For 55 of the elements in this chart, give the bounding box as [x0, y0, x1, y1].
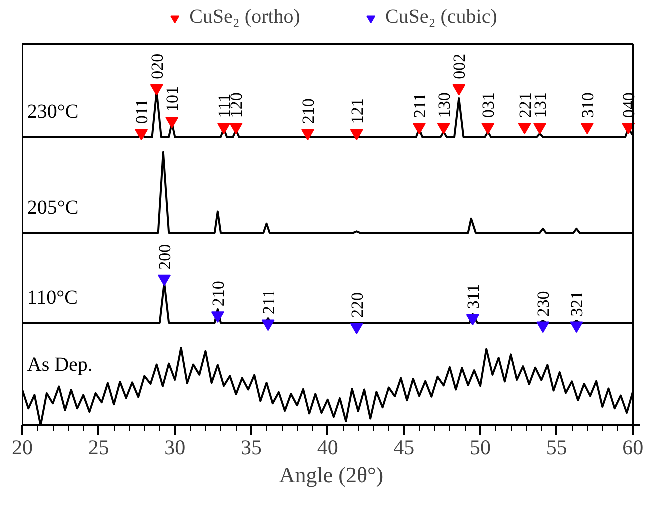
x-tick-label: 25 [88, 436, 110, 460]
x-tick-label: 45 [394, 436, 415, 460]
annotation: 310 [578, 92, 598, 118]
annotation: 130 [434, 92, 454, 118]
series-label: 110°C [27, 287, 78, 309]
annotation: 031 [479, 92, 498, 118]
series-label: 205°C [27, 196, 79, 219]
series-label: 230°C [27, 101, 79, 124]
point [262, 320, 275, 332]
point [534, 123, 547, 135]
point [536, 322, 550, 334]
point [466, 314, 480, 326]
point [150, 84, 164, 96]
point [518, 123, 532, 135]
point [350, 323, 364, 334]
annotation: 200 [155, 244, 174, 270]
annotation: 210 [298, 98, 318, 124]
x-tick-label: 35 [241, 436, 262, 460]
legend-label: CuSe₂ (cubic) [385, 6, 498, 29]
point [218, 123, 231, 135]
annotation: 211 [410, 93, 430, 118]
point [570, 322, 584, 334]
point [135, 129, 148, 141]
x-tick-label: 40 [317, 436, 338, 460]
annotation: 020 [148, 54, 167, 80]
legend-label: CuSe₂ (ortho) [190, 6, 300, 29]
point [452, 84, 466, 96]
x-tick-label: 20 [12, 436, 33, 460]
x-tick-label: 60 [622, 436, 644, 460]
annotation: 210 [208, 281, 228, 307]
annotation: 011 [132, 99, 152, 124]
annotation: 230 [534, 291, 554, 317]
x-tick-label: 55 [546, 436, 568, 460]
point [166, 117, 179, 128]
point [301, 129, 314, 141]
point [580, 123, 594, 135]
point [622, 123, 636, 135]
point [211, 312, 224, 324]
x-tick-label: 30 [164, 436, 186, 460]
annotation: 101 [163, 86, 182, 112]
annotation: 211 [259, 290, 278, 315]
x-tick-label: 50 [470, 436, 492, 460]
point [482, 123, 495, 135]
series-label: As Dep. [27, 354, 93, 376]
point [350, 129, 364, 141]
x-axis-title: Angle (2θ°) [279, 462, 384, 488]
annotation: 321 [568, 291, 587, 317]
point [230, 123, 243, 135]
point [412, 123, 426, 135]
point [158, 274, 171, 286]
annotation: 002 [450, 54, 470, 80]
point [437, 123, 450, 135]
annotation: 220 [348, 292, 367, 318]
annotation: 121 [348, 98, 367, 124]
annotation: 311 [464, 284, 483, 310]
